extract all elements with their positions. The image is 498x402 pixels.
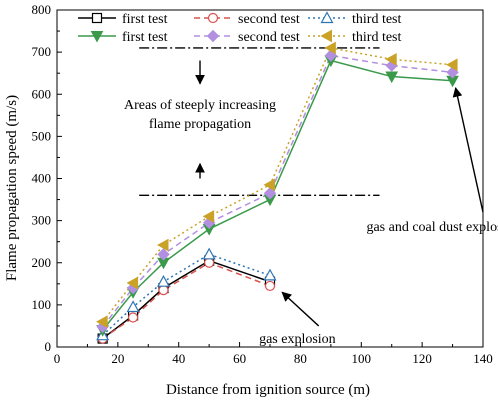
legend-item: first test (78, 12, 168, 27)
x-tick-label: 0 (54, 351, 61, 366)
legend-label: third test (352, 30, 401, 45)
y-tick-label: 300 (32, 213, 52, 228)
x-tick-label: 100 (352, 351, 372, 366)
annotation-text: gas and coal dust explosion (366, 220, 498, 235)
annotations: Areas of steeply increasing flame propaga… (124, 98, 498, 347)
legend-marker (320, 11, 334, 24)
data-point (264, 280, 276, 292)
data-point (385, 71, 399, 84)
plot-frame (56, 9, 484, 348)
legend: first test second test third test first tes… (78, 11, 401, 45)
legend-marker (207, 12, 219, 24)
x-tick-label: 80 (294, 351, 307, 366)
data-point (156, 274, 171, 287)
data-point (126, 276, 139, 290)
annotation-arrow (281, 291, 320, 327)
data-point (263, 187, 277, 200)
data-point (157, 248, 170, 261)
legend-label: second test (238, 30, 300, 45)
data-point (263, 268, 277, 281)
x-axis-label: Distance from ignition source (m) (166, 382, 370, 398)
x-tick-label: 20 (111, 351, 124, 366)
data-point (158, 285, 169, 296)
data-point (156, 238, 169, 252)
reference-lines (139, 47, 380, 197)
legend-marker (91, 12, 103, 24)
data-point (202, 210, 215, 223)
legend-marker (206, 29, 220, 43)
data-point (263, 178, 275, 192)
axes: 0 20 40 60 80 100 120 140 0 100 200 300 400 500 600 700… (32, 2, 493, 366)
series-lines (102, 47, 453, 340)
y-tick-label: 100 (32, 297, 52, 312)
x-tick-label: 120 (412, 351, 432, 366)
data-point (446, 58, 458, 72)
series-line-gas-2 (102, 261, 271, 340)
annotation-text: Areas of steeply increasing (124, 98, 276, 113)
legend-item: third test (308, 11, 401, 27)
legend-label: first test (122, 12, 168, 27)
data-point (96, 315, 108, 329)
annotation-arrow (452, 86, 484, 213)
y-tick-label: 800 (32, 2, 52, 17)
y-tick-label: 500 (32, 128, 52, 143)
legend-item: third test (308, 29, 401, 45)
legend-marker (320, 29, 332, 43)
x-tick-label: 60 (233, 351, 246, 366)
data-point (126, 300, 140, 313)
legend-label: third test (352, 12, 401, 27)
legend-marker (90, 31, 104, 43)
legend-label: first test (122, 30, 168, 45)
y-tick-label: 400 (32, 171, 52, 186)
y-axis-label: Flame propagation speed (m/s) (4, 95, 20, 281)
plot-border (56, 9, 484, 348)
x-tick-label: 40 (172, 351, 185, 366)
annotation-text: flame propagation (149, 117, 251, 132)
data-point (202, 247, 216, 260)
y-tick-label: 700 (32, 44, 52, 59)
annotation-text: gas explosion (259, 332, 336, 347)
legend-label: second test (238, 12, 300, 27)
series-line-coal-2 (102, 54, 453, 328)
data-point (324, 41, 336, 55)
data-point (204, 257, 215, 268)
series-markers (96, 41, 459, 344)
x-tick-label: 140 (473, 351, 493, 366)
data-point (127, 312, 139, 323)
y-tick-label: 600 (32, 86, 52, 101)
data-point (385, 52, 397, 66)
annotation-arrows (195, 60, 484, 327)
legend-item: second test (194, 12, 300, 27)
y-tick-label: 200 (32, 255, 52, 270)
legend-item: first test (78, 30, 168, 45)
y-tick-label: 0 (45, 339, 52, 354)
legend-item: second test (194, 29, 300, 45)
series-line-coal-3 (102, 47, 453, 323)
